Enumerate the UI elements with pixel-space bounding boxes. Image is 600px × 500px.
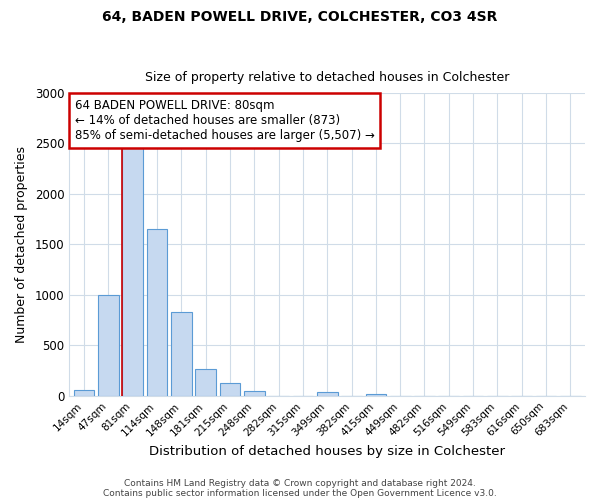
Text: 64, BADEN POWELL DRIVE, COLCHESTER, CO3 4SR: 64, BADEN POWELL DRIVE, COLCHESTER, CO3 … <box>103 10 497 24</box>
Bar <box>74 390 94 396</box>
Bar <box>146 229 167 396</box>
X-axis label: Distribution of detached houses by size in Colchester: Distribution of detached houses by size … <box>149 444 505 458</box>
Y-axis label: Number of detached properties: Number of detached properties <box>15 146 28 342</box>
Text: 64 BADEN POWELL DRIVE: 80sqm
← 14% of detached houses are smaller (873)
85% of s: 64 BADEN POWELL DRIVE: 80sqm ← 14% of de… <box>74 98 374 142</box>
Bar <box>244 391 265 396</box>
Text: Contains HM Land Registry data © Crown copyright and database right 2024.: Contains HM Land Registry data © Crown c… <box>124 478 476 488</box>
Bar <box>365 394 386 396</box>
Bar <box>98 295 119 396</box>
Bar <box>171 312 191 396</box>
Bar <box>195 368 216 396</box>
Text: Contains public sector information licensed under the Open Government Licence v3: Contains public sector information licen… <box>103 488 497 498</box>
Title: Size of property relative to detached houses in Colchester: Size of property relative to detached ho… <box>145 72 509 85</box>
Bar <box>122 146 143 396</box>
Bar <box>317 392 338 396</box>
Bar <box>220 383 240 396</box>
